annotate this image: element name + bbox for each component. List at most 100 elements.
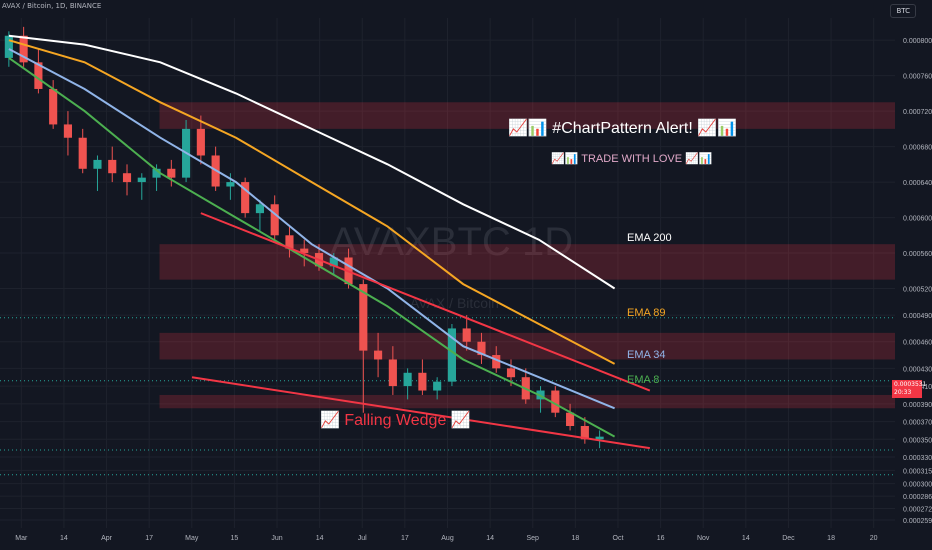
candle-body [93,159,102,169]
candle-body [108,159,117,174]
time-axis: Mar 14 Apr 17 May 15 Jun 14 Jul 17 Aug 14 Sep 18 Oct 16… [15,535,877,542]
candle-body [137,177,146,183]
resistance-zone [159,332,895,360]
candle-body [255,204,264,214]
candle-body [359,284,368,351]
last-price: 0.0003531 [894,381,927,388]
candle-body [196,128,205,156]
falling-wedge-lines [191,212,651,450]
candle-body [462,328,471,342]
candle-body [477,341,486,356]
candle-body [63,124,72,138]
last-price-tag: 0.0003531 20:33 [892,380,927,398]
x-tick-label: Dec [782,535,795,542]
candle-body [300,248,309,254]
x-tick-label: Jun [271,535,282,542]
trade-text: 📈📊 TRADE WITH LOVE 📈📊 [551,152,713,165]
x-tick-label: 15 [231,535,239,542]
x-tick-label: 14 [742,535,750,542]
watermark-symbol: AVAXBTC [330,220,511,264]
candle-body [152,168,161,178]
symbol-line: AVAX / Bitcoin, 1D, BINANCE [2,2,102,10]
x-tick-label: Sep [527,535,540,542]
candle-body [4,35,13,58]
watermark-subtitle: AVAX / Bitcoin [410,295,499,311]
candle-body [285,235,294,249]
x-tick-label: 20 [870,535,878,542]
wedge-lower [191,376,650,450]
x-tick-label: 17 [401,535,409,542]
candle-body [595,436,604,440]
x-tick-label: Jul [358,535,367,542]
ema8-label: EMA 8 [627,374,659,386]
x-tick-label: 14 [486,535,494,542]
x-tick-label: Mar [15,535,28,542]
candle-body [388,359,397,387]
ema200-label: EMA 200 [627,232,672,244]
ema-line [8,57,616,438]
x-tick-label: 14 [60,535,68,542]
x-tick-label: Aug [441,535,454,542]
x-tick-label: 17 [145,535,153,542]
candle-body [329,257,338,267]
candle-body [580,426,589,440]
candle-body [403,372,412,387]
x-tick-label: 18 [827,535,835,542]
resistance-zone [159,394,895,409]
candle-body [506,368,516,378]
ema-lines [8,34,616,438]
ema-line [8,39,616,365]
ema34-label: EMA 34 [627,349,666,361]
candle-body [78,137,87,169]
candle-body [566,412,575,426]
candle-body [19,35,28,63]
ema89-label: EMA 89 [627,307,666,319]
x-tick-label: Apr [101,535,113,542]
candle-body [418,372,427,391]
resistance-zones [159,102,895,409]
x-tick-label: Nov [697,535,710,542]
x-tick-label: Oct [613,535,624,542]
x-tick-label: 18 [571,535,579,542]
wedge-upper [200,212,651,392]
candle-body [433,381,442,391]
candle-body [34,62,43,89]
pattern-label: 📈 Falling Wedge 📈 [320,410,471,429]
x-tick-label: 16 [657,535,665,542]
candle-body [492,355,501,369]
candle-body [167,168,176,178]
candle-body [270,204,279,236]
countdown-timer: 20:33 [894,389,912,396]
currency-badge[interactable]: BTC [890,4,916,18]
candle-body [374,350,383,360]
y-tick-label: 0.0002590 [903,518,932,525]
candle-body [122,173,132,183]
candle-body [551,390,560,413]
alert-text: 📈📊 #ChartPattern Alert! 📈📊 [508,118,737,137]
x-tick-label: 14 [316,535,324,542]
ema-line [8,34,616,290]
candle-body [447,328,456,382]
resistance-zone [159,244,895,280]
